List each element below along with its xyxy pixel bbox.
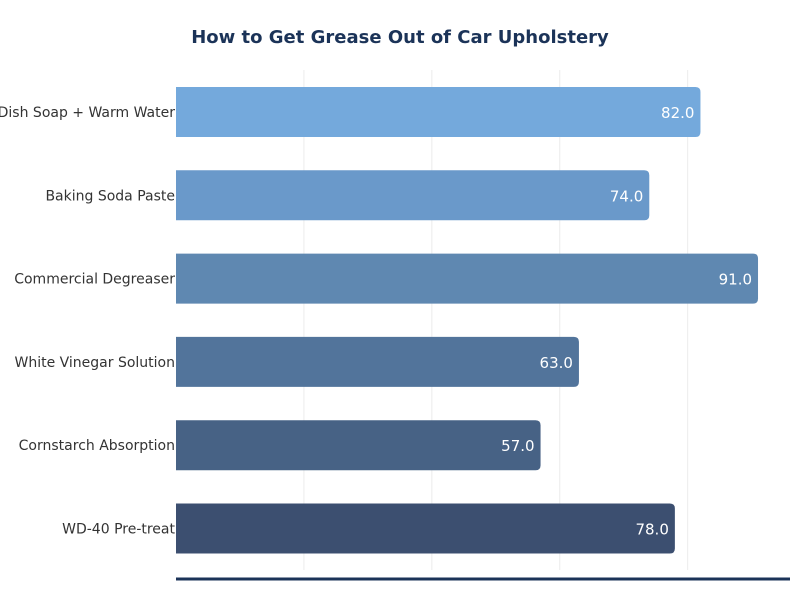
category-label: Commercial Degreaser [14,272,175,288]
value-label: 63.0 [540,354,573,372]
value-label: 57.0 [501,437,534,455]
category-label: Baking Soda Paste [45,188,175,204]
bar [176,336,579,387]
value-label: 82.0 [661,104,694,122]
value-label: 91.0 [719,271,752,289]
category-label: Cornstarch Absorption [19,438,175,454]
chart-title: How to Get Grease Out of Car Upholstery [191,27,609,48]
category-label: White Vinegar Solution [14,355,175,371]
category-label: WD-40 Pre-treat [62,522,175,538]
bar [176,420,541,471]
bar [176,503,675,554]
bar [176,170,650,221]
category-label: Dish Soap + Warm Water [0,105,175,121]
bar [176,87,701,137]
bar [176,253,759,304]
value-label: 74.0 [610,187,643,205]
value-label: 78.0 [635,521,668,539]
